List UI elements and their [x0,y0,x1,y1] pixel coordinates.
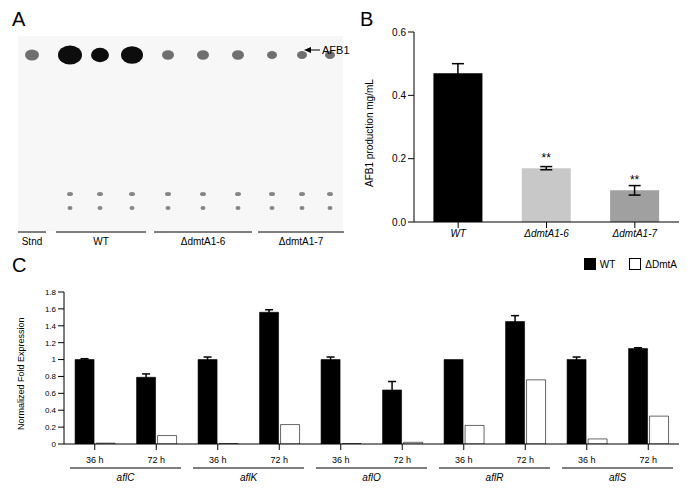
svg-text:36 h: 36 h [209,455,227,465]
svg-text:aflR: aflR [486,472,504,483]
svg-text:**: ** [542,151,552,165]
svg-text:WT: WT [93,236,109,247]
svg-text:WT: WT [450,228,466,239]
svg-text:0.8: 0.8 [45,372,57,381]
svg-text:0.4: 0.4 [392,90,406,101]
svg-text:aflS: aflS [609,472,627,483]
svg-text:AFB1: AFB1 [322,44,350,56]
svg-text:72 h: 72 h [147,455,165,465]
svg-text:36 h: 36 h [455,455,473,465]
svg-text:36 h: 36 h [332,455,350,465]
svg-text:0.2: 0.2 [45,423,57,432]
svg-text:ΔdmtA1-6: ΔdmtA1-6 [181,236,226,247]
svg-text:0.0: 0.0 [392,217,406,228]
svg-text:aflO: aflO [362,472,381,483]
svg-text:0.6: 0.6 [392,27,406,38]
svg-text:36 h: 36 h [578,455,596,465]
svg-text:72 h: 72 h [270,455,288,465]
svg-text:0.2: 0.2 [392,153,406,164]
svg-text:72 h: 72 h [393,455,411,465]
svg-text:AFB1 production mg/mL: AFB1 production mg/mL [364,79,375,187]
svg-text:aflC: aflC [117,472,136,483]
svg-text:A: A [12,8,26,30]
html-text:B: B [360,8,374,30]
svg-text:1.6: 1.6 [45,305,57,314]
html-text:WT: WT [599,258,616,270]
svg-text:1.4: 1.4 [45,322,57,331]
svg-text:1: 1 [52,355,57,364]
svg-text:0.6: 0.6 [45,389,57,398]
svg-text:0: 0 [52,440,57,449]
html-text:ΔDmtA: ΔDmtA [645,258,677,270]
svg-text:72 h: 72 h [639,455,657,465]
svg-text:36 h: 36 h [86,455,104,465]
svg-text:1.8: 1.8 [45,288,57,297]
svg-text:**: ** [630,173,640,187]
svg-text:1.2: 1.2 [45,339,57,348]
svg-text:0.4: 0.4 [45,406,57,415]
svg-text:Normalized Fold Expression: Normalized Fold Expression [16,317,26,430]
svg-text:aflK: aflK [240,472,259,483]
html-text:C: C [12,254,27,276]
svg-text:72 h: 72 h [516,455,534,465]
svg-text:Stnd: Stnd [22,236,43,247]
svg-text:ΔdmtA1-6: ΔdmtA1-6 [523,228,569,239]
svg-text:ΔdmtA1-7: ΔdmtA1-7 [612,228,658,239]
svg-text:ΔdmtA1-7: ΔdmtA1-7 [279,236,324,247]
